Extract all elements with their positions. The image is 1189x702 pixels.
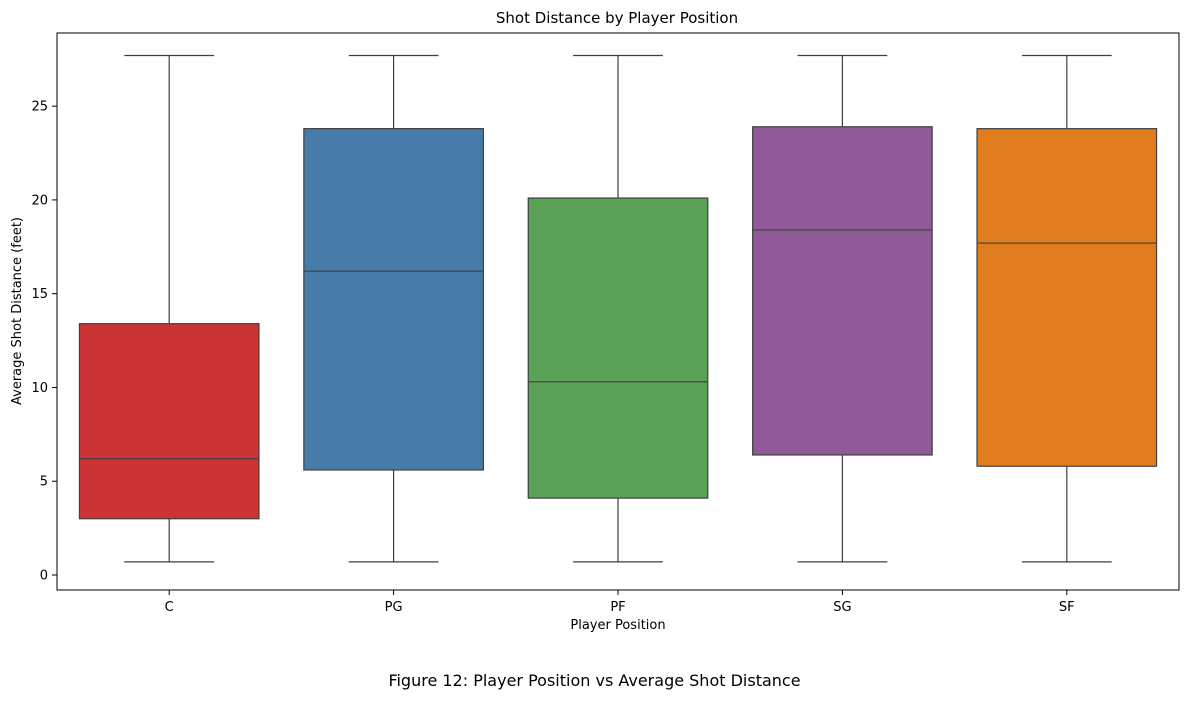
iqr-box xyxy=(976,128,1158,467)
y-tick-label: 25 xyxy=(31,100,48,115)
x-tick-label: PG xyxy=(385,600,403,615)
figure-caption: Figure 12: Player Position vs Average Sh… xyxy=(388,671,801,690)
x-tick-label: PF xyxy=(610,600,625,615)
y-tick-label: 15 xyxy=(31,287,48,302)
iqr-box xyxy=(303,128,484,471)
x-axis: C PG PF SG SF xyxy=(165,590,1075,615)
box-pg xyxy=(303,54,484,563)
y-tick-label: 0 xyxy=(40,568,48,583)
box-c xyxy=(78,54,260,563)
x-tick-label: SF xyxy=(1059,600,1075,615)
y-tick-label: 10 xyxy=(31,381,48,396)
y-axis-label: Average Shot Distance (feet) xyxy=(10,217,25,405)
iqr-box xyxy=(78,323,260,520)
box-sg xyxy=(752,54,933,563)
box-sf xyxy=(976,54,1158,563)
x-tick-label: C xyxy=(165,600,174,615)
boxes-layer xyxy=(78,54,1158,563)
iqr-box xyxy=(752,126,933,456)
box-pf xyxy=(527,54,709,563)
chart-title: Shot Distance by Player Position xyxy=(496,9,738,27)
plot-frame xyxy=(56,32,1180,591)
x-axis-label: Player Position xyxy=(570,618,665,633)
y-tick-label: 20 xyxy=(31,193,48,208)
y-axis: 0 5 10 15 20 25 xyxy=(31,100,57,583)
iqr-box xyxy=(527,197,709,499)
y-tick-label: 5 xyxy=(40,475,48,490)
x-tick-label: SG xyxy=(833,600,851,615)
